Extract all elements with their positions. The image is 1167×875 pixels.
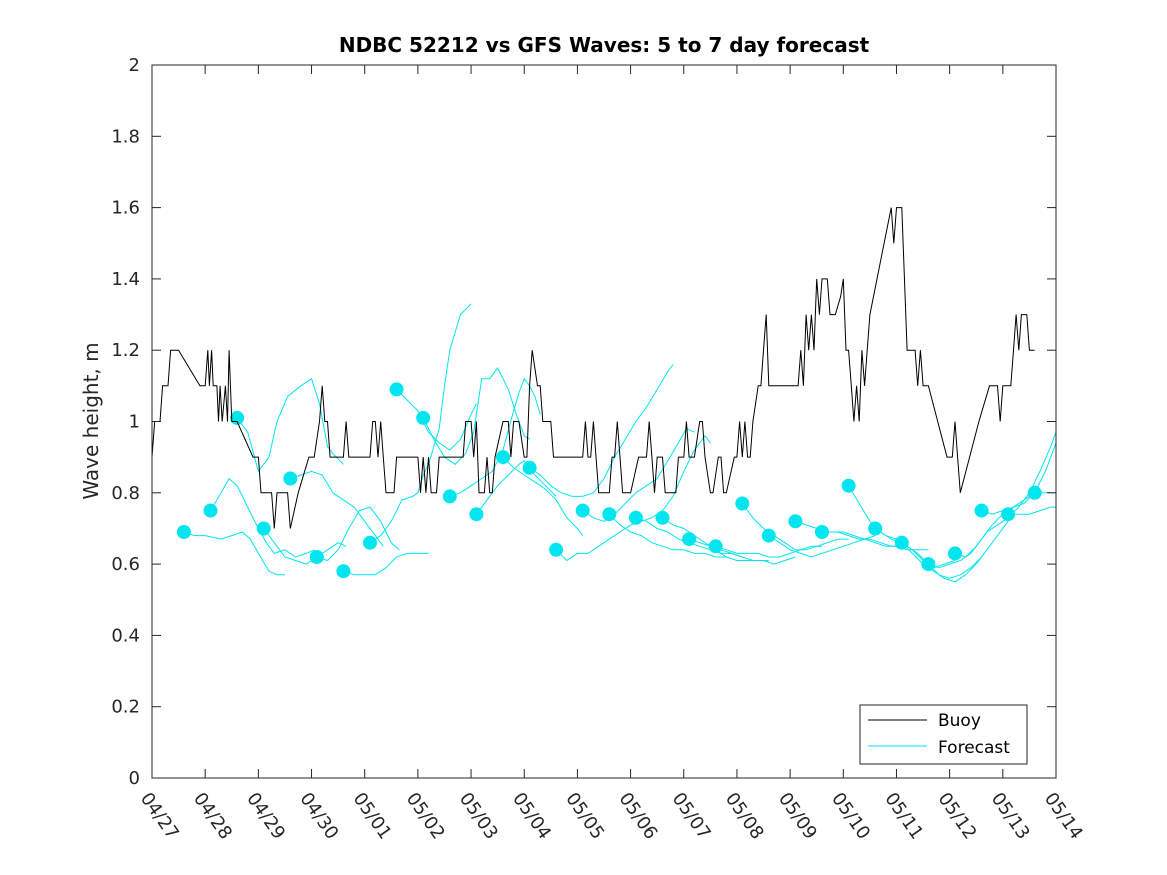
y-tick-label: 2 bbox=[129, 55, 140, 76]
y-tick-label: 0.8 bbox=[111, 483, 140, 504]
y-tick-label: 1.2 bbox=[111, 340, 140, 361]
y-tick-label: 0.2 bbox=[111, 697, 140, 718]
forecast-marker-27 bbox=[894, 535, 909, 550]
forecast-line-30 bbox=[981, 442, 1057, 515]
forecast-line-2 bbox=[236, 377, 344, 473]
forecast-marker-25 bbox=[841, 478, 856, 493]
y-tick-label: 0.4 bbox=[111, 625, 140, 646]
forecast-marker-5 bbox=[309, 550, 324, 564]
forecast-marker-15 bbox=[575, 503, 590, 518]
forecast-marker-9 bbox=[416, 410, 431, 425]
forecast-line-19 bbox=[688, 538, 796, 565]
forecast-marker-16 bbox=[602, 507, 617, 522]
forecast-line-23 bbox=[795, 520, 902, 547]
forecast-marker-4 bbox=[283, 471, 298, 486]
forecast-line-7 bbox=[369, 303, 472, 544]
forecast-marker-21 bbox=[735, 496, 750, 511]
forecast-marker-7 bbox=[363, 535, 377, 550]
forecast-line-15 bbox=[582, 427, 695, 522]
forecast-line-3 bbox=[263, 528, 347, 565]
forecast-line-31 bbox=[1008, 506, 1056, 515]
forecast-line-0 bbox=[183, 531, 285, 576]
forecast-marker-26 bbox=[868, 521, 883, 536]
forecast-line-8 bbox=[396, 389, 477, 451]
forecast-marker-13 bbox=[522, 460, 537, 475]
forecast-marker-17 bbox=[628, 510, 643, 525]
y-tick-label: 0.6 bbox=[111, 554, 140, 575]
forecast-line-27 bbox=[901, 521, 1009, 583]
y-tick-label: 1 bbox=[129, 412, 140, 433]
forecast-line-4 bbox=[290, 470, 384, 547]
legend-buoy-label: Buoy bbox=[938, 711, 981, 731]
y-tick-label: 1.4 bbox=[111, 269, 140, 290]
forecast-line-10 bbox=[449, 377, 541, 497]
forecast-line-20 bbox=[715, 545, 822, 558]
forecast-line-22 bbox=[768, 535, 876, 558]
forecast-line-5 bbox=[316, 506, 400, 562]
forecast-marker-18 bbox=[655, 510, 670, 525]
forecast-marker-22 bbox=[761, 528, 776, 543]
forecast-line-6 bbox=[343, 552, 429, 576]
legend-forecast-label: Forecast bbox=[938, 738, 1010, 758]
y-tick-label: 0 bbox=[129, 768, 140, 789]
forecast-marker-10 bbox=[442, 489, 457, 504]
y-axis-label: Wave height, m bbox=[79, 342, 103, 499]
forecast-marker-28 bbox=[921, 557, 936, 572]
forecast-marker-19 bbox=[682, 532, 697, 547]
forecast-marker-1 bbox=[203, 503, 218, 518]
forecast-marker-6 bbox=[336, 564, 351, 579]
forecast-marker-30 bbox=[974, 503, 989, 518]
forecast-line-16 bbox=[608, 513, 727, 558]
forecast-marker-23 bbox=[788, 514, 803, 529]
forecast-line-11 bbox=[475, 460, 557, 515]
forecast-marker-0 bbox=[176, 525, 191, 539]
forecast-line-24 bbox=[822, 531, 929, 551]
forecast-line-21 bbox=[741, 503, 849, 551]
legend-box bbox=[859, 704, 1028, 765]
forecast-marker-3 bbox=[256, 521, 271, 536]
forecast-marker-8 bbox=[389, 382, 404, 397]
forecast-line-13 bbox=[529, 364, 674, 497]
forecast-line-1 bbox=[210, 477, 315, 558]
forecast-marker-29 bbox=[948, 546, 962, 561]
forecast-markers bbox=[176, 382, 1042, 579]
forecast-marker-12 bbox=[496, 450, 510, 465]
forecast-marker-14 bbox=[549, 542, 564, 557]
y-tick-label: 1.6 bbox=[111, 198, 140, 219]
legend: Buoy Forecast bbox=[859, 704, 1028, 765]
forecast-marker-20 bbox=[708, 539, 723, 554]
chart-title: NDBC 52212 vs GFS Waves: 5 to 7 day fore… bbox=[339, 33, 870, 57]
forecast-marker-32 bbox=[1027, 485, 1042, 500]
forecast-marker-11 bbox=[469, 507, 484, 522]
buoy-line bbox=[151, 207, 1035, 529]
y-tick-label: 1.8 bbox=[111, 126, 140, 147]
plot-area bbox=[152, 65, 1056, 778]
forecast-line-12 bbox=[502, 456, 584, 536]
forecast-marker-24 bbox=[815, 525, 829, 539]
buoy-series bbox=[151, 207, 1035, 529]
forecast-marker-31 bbox=[1001, 507, 1016, 522]
